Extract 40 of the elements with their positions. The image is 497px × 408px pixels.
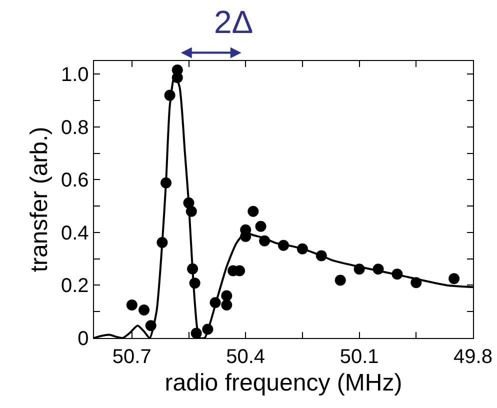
x-tick-label: 50.7	[112, 346, 152, 368]
point	[186, 206, 197, 217]
text: 2Δ	[214, 4, 254, 40]
point	[164, 90, 176, 101]
x-tick-label: 50.4	[226, 346, 266, 368]
point	[138, 304, 150, 316]
x-tick-label: 50.1	[340, 346, 379, 368]
point	[221, 300, 232, 311]
point	[255, 220, 266, 232]
point	[202, 324, 214, 335]
y-tick-label: 0.6	[60, 170, 89, 192]
x-tick-label: 49.8	[454, 346, 492, 368]
point	[210, 297, 221, 308]
point	[296, 243, 308, 254]
y-tick-label: 0.2	[60, 275, 89, 298]
point	[259, 235, 270, 246]
point	[156, 237, 168, 248]
point	[334, 274, 346, 286]
point	[392, 268, 403, 280]
point	[187, 263, 198, 274]
point	[126, 300, 138, 311]
point	[316, 250, 327, 262]
y-tick-label: 1.0	[60, 64, 89, 86]
point	[189, 278, 200, 289]
point	[410, 277, 422, 288]
point	[354, 264, 365, 275]
point	[278, 240, 289, 251]
y-tick-label: 0	[78, 328, 89, 350]
point	[145, 320, 156, 332]
y-axis-title: transfer (arb.)	[26, 126, 54, 272]
point	[221, 290, 232, 302]
point	[248, 206, 259, 217]
point	[190, 328, 202, 339]
point	[372, 264, 384, 275]
point	[172, 72, 183, 84]
x-axis-title: radio frequency (MHz)	[164, 369, 402, 396]
point	[448, 273, 460, 284]
y-tick-label: 0.4	[60, 222, 89, 244]
point	[160, 177, 172, 188]
y-tick-label: 0.8	[60, 116, 89, 139]
